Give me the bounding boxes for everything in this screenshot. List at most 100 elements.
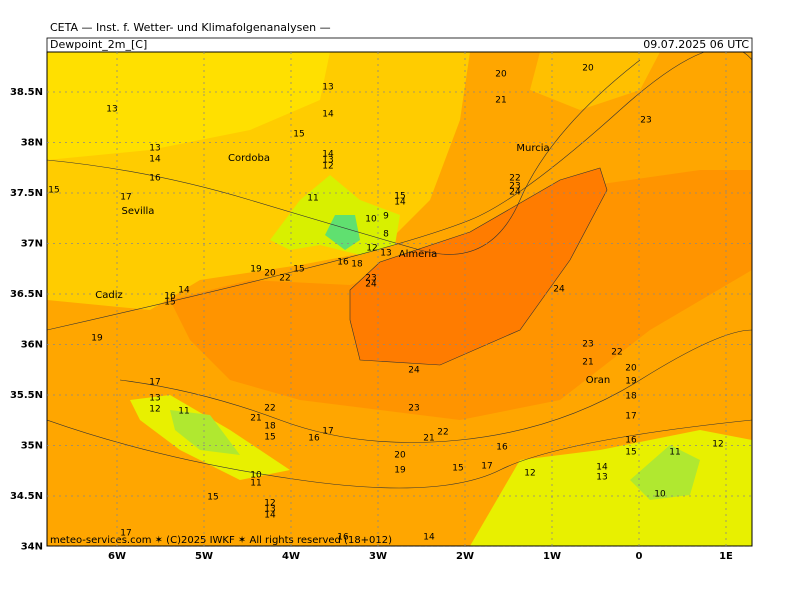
lon-label: 3W bbox=[369, 551, 387, 562]
land-fill-murcia bbox=[530, 52, 660, 110]
contour-label: 15 bbox=[293, 265, 304, 275]
contour-label: 10 bbox=[365, 215, 377, 225]
contour-label: 14 bbox=[322, 110, 334, 120]
city-label: Sevilla bbox=[122, 206, 155, 217]
contour-label: 17 bbox=[149, 378, 160, 388]
valid-time: 09.07.2025 06 UTC bbox=[643, 38, 749, 51]
lon-label: 1E bbox=[719, 551, 733, 562]
green-core-east bbox=[630, 445, 700, 500]
contour-label: 14 bbox=[178, 286, 190, 296]
contour-label: 11 bbox=[307, 194, 318, 204]
green-core-rif bbox=[170, 410, 240, 455]
contour-label: 19 bbox=[394, 466, 406, 476]
contour-label: 12 bbox=[264, 499, 275, 509]
contour-label: 17 bbox=[322, 427, 333, 437]
contour-label: 22 bbox=[279, 274, 290, 284]
lat-label: 36N bbox=[21, 340, 43, 351]
lon-label: 2W bbox=[456, 551, 474, 562]
contour-label: 18 bbox=[351, 260, 363, 270]
contour-label: 12 bbox=[524, 469, 535, 479]
contour-label: 11 bbox=[250, 479, 261, 489]
contour-label: 16 bbox=[164, 292, 176, 302]
land-fill-north bbox=[47, 52, 330, 160]
contour bbox=[119, 329, 752, 443]
contour-label: 20 bbox=[264, 269, 276, 279]
contour-label: 17 bbox=[120, 529, 131, 539]
contour-label: 21 bbox=[582, 358, 593, 368]
contour-label: 18 bbox=[264, 422, 276, 432]
contour-label: 8 bbox=[383, 230, 389, 240]
contour-label: 10 bbox=[654, 490, 666, 500]
contour-label: 13 bbox=[264, 505, 275, 515]
contour-label: 14 bbox=[394, 198, 406, 208]
contour-label: 23 bbox=[640, 116, 651, 126]
city-label: Oran bbox=[586, 375, 610, 386]
city-label: Almeria bbox=[399, 249, 438, 260]
contour-label: 13 bbox=[596, 473, 607, 483]
contour-label: 23 bbox=[582, 340, 593, 350]
contour-label: 13 bbox=[322, 83, 333, 93]
lat-label: 35N bbox=[21, 441, 43, 452]
map-fill bbox=[47, 52, 752, 546]
contour-label: 16 bbox=[496, 443, 508, 453]
lon-label: 6W bbox=[108, 551, 126, 562]
lon-label: 1W bbox=[543, 551, 561, 562]
lat-label: 34N bbox=[21, 542, 43, 553]
contour-label: 22 bbox=[437, 428, 448, 438]
lon-label: 5W bbox=[195, 551, 213, 562]
field-name: Dewpoint_2m_[C] bbox=[50, 38, 147, 51]
contour-label: 23 bbox=[509, 182, 520, 192]
contour-label: 13 bbox=[149, 144, 160, 154]
contour-label: 19 bbox=[91, 334, 103, 344]
contour-label: 15 bbox=[207, 493, 218, 503]
contour-label: 16 bbox=[149, 174, 161, 184]
contour-label: 13 bbox=[149, 394, 160, 404]
contour-label: 14 bbox=[149, 155, 161, 165]
contour-label: 17 bbox=[120, 193, 131, 203]
contour-label: 24 bbox=[408, 366, 420, 376]
lat-label: 34.5N bbox=[10, 491, 43, 502]
lat-label: 35.5N bbox=[10, 390, 43, 401]
contour-label: 15 bbox=[48, 186, 59, 196]
contour-label: 18 bbox=[625, 392, 637, 402]
contour-label: 20 bbox=[582, 64, 594, 74]
contour-label: 15 bbox=[625, 448, 636, 458]
contour-label: 20 bbox=[495, 70, 507, 80]
contour-label: 16 bbox=[308, 434, 320, 444]
contour-label: 21 bbox=[250, 414, 261, 424]
sea-core bbox=[349, 167, 608, 366]
lat-label: 36.5N bbox=[10, 289, 43, 300]
cyan-core bbox=[325, 215, 360, 250]
contour-label: 17 bbox=[481, 462, 492, 472]
contour-label: 15 bbox=[164, 298, 175, 308]
contour-label: 11 bbox=[669, 448, 680, 458]
contour-label: 14 bbox=[322, 150, 334, 160]
header-title: CETA — Inst. f. Wetter- und Klimafolgena… bbox=[50, 21, 331, 34]
contour-label: 13 bbox=[380, 249, 391, 259]
contour-label: 19 bbox=[250, 265, 262, 275]
contour bbox=[47, 59, 641, 255]
contour-label: 11 bbox=[178, 407, 189, 417]
lat-label: 37.5N bbox=[10, 188, 43, 199]
contour-label: 24 bbox=[509, 188, 521, 198]
lon-label: 0 bbox=[636, 551, 643, 562]
city-label: Cadiz bbox=[95, 290, 123, 301]
contour-label: 10 bbox=[250, 471, 262, 481]
contour-label: 14 bbox=[423, 533, 435, 543]
contour-label: 16 bbox=[337, 258, 349, 268]
city-label: Cordoba bbox=[228, 153, 270, 164]
contour-label: 17 bbox=[625, 412, 636, 422]
contour-label: 20 bbox=[394, 451, 406, 461]
contour-label: 14 bbox=[264, 511, 276, 521]
contour-label: 12 bbox=[149, 405, 160, 415]
contour-label: 24 bbox=[365, 280, 377, 290]
contour-label: 22 bbox=[509, 174, 520, 184]
contour-label: 19 bbox=[625, 377, 637, 387]
contour-label: 12 bbox=[712, 440, 723, 450]
contour-label: 24 bbox=[553, 285, 565, 295]
contour-label: 12 bbox=[322, 162, 333, 172]
contour-label: 15 bbox=[293, 130, 304, 140]
contour-label: 13 bbox=[322, 156, 333, 166]
contour bbox=[47, 52, 752, 331]
contour-label: 14 bbox=[596, 463, 608, 473]
